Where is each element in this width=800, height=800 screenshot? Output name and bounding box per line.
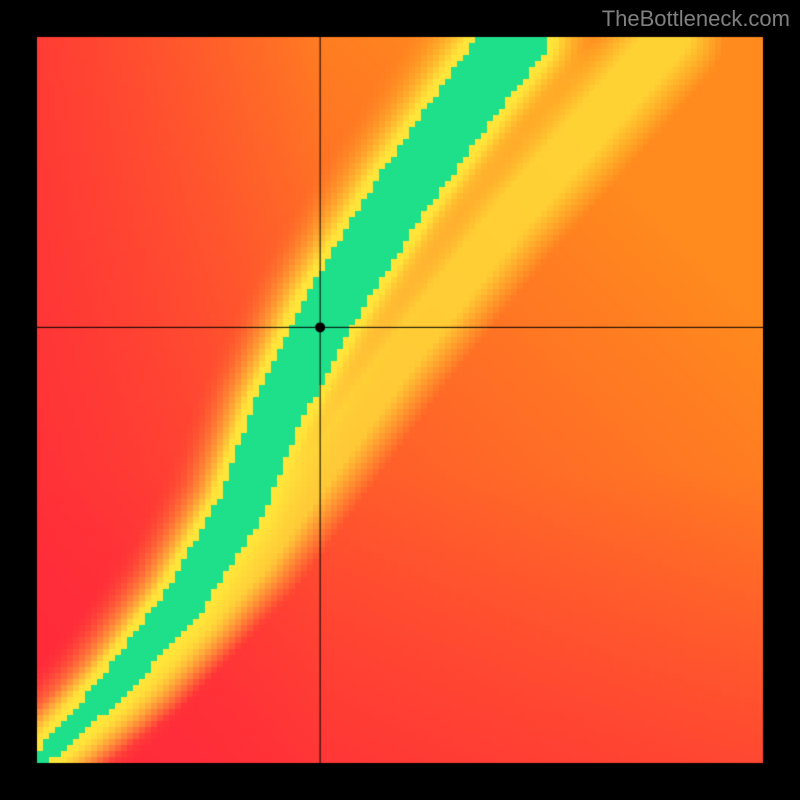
watermark-text: TheBottleneck.com: [602, 6, 790, 32]
heatmap-canvas: [0, 0, 800, 800]
chart-container: TheBottleneck.com: [0, 0, 800, 800]
